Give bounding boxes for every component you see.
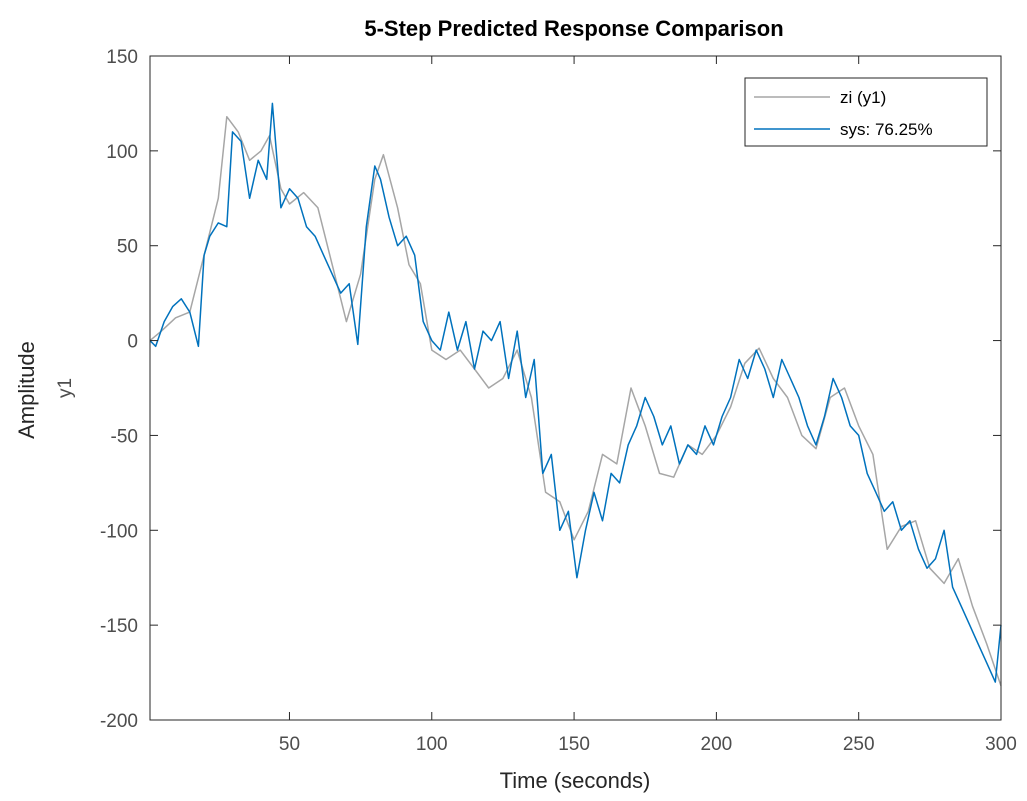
legend-label-zi: zi (y1) [840,88,886,107]
x-axis-ticks: 50 100 150 200 250 300 [279,56,1017,755]
legend: zi (y1) sys: 76.25% [744,77,988,147]
y-tick-label: -150 [100,616,138,637]
series-line-zi [149,115,1002,687]
x-axis-label: Time (seconds) [500,768,651,793]
legend-box [744,77,988,147]
y-axis-ticks: -200 -150 -100 -50 0 50 100 150 [100,47,1001,732]
x-tick-label: 300 [985,734,1017,755]
plot-frame [149,55,1002,721]
series-line-sys [149,102,1002,683]
x-tick-label: 50 [279,734,300,755]
legend-label-sys: sys: 76.25% [840,120,933,139]
chart-title: 5-Step Predicted Response Comparison [364,16,783,41]
y-tick-label: -100 [100,521,138,542]
y-tick-label: -50 [111,426,138,447]
x-tick-label: 150 [558,734,590,755]
x-tick-label: 250 [843,734,875,755]
y-tick-label: 50 [117,237,138,258]
plot-area [150,56,1001,720]
series-layer [149,102,1002,687]
y-tick-label: 0 [127,332,138,353]
x-tick-label: 200 [701,734,733,755]
x-tick-label: 100 [416,734,448,755]
y-axis-label: Amplitude [14,341,39,439]
y-tick-label: 100 [106,142,138,163]
y-tick-label: -200 [100,711,138,732]
y-tick-label: 150 [106,47,138,68]
output-channel-label: y1 [55,378,76,398]
